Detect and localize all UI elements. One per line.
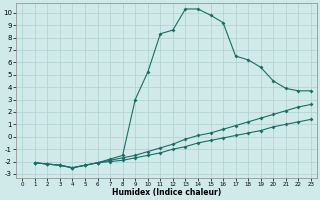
X-axis label: Humidex (Indice chaleur): Humidex (Indice chaleur) <box>112 188 221 197</box>
